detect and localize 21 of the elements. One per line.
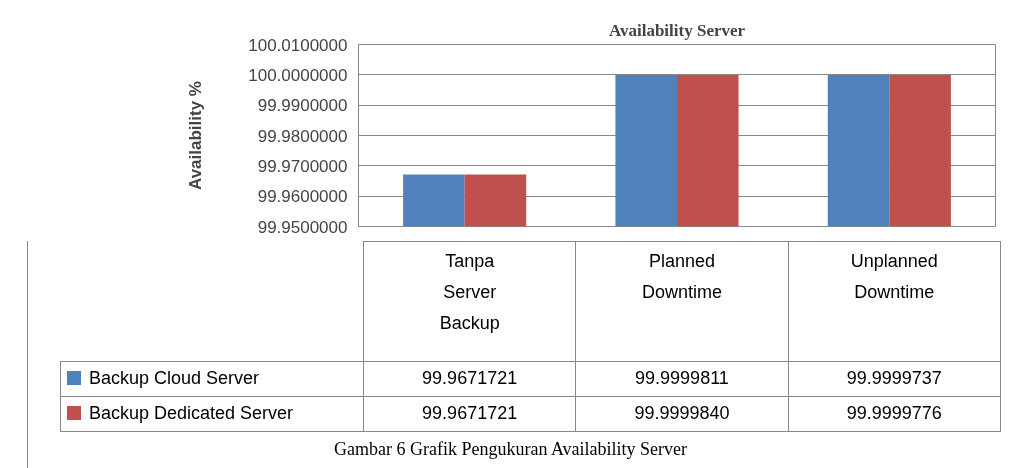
chart-title: Availability Server — [608, 20, 746, 40]
y-tick-label: 99.9800000 — [257, 126, 348, 146]
y-axis-title: Availability % — [186, 81, 206, 190]
y-tick-label: 99.9700000 — [257, 156, 348, 176]
x-tick-label: Unplanned Downtime — [788, 241, 1001, 362]
y-tick-label: 100.0100000 — [248, 35, 348, 55]
data-label: 99.9999811 — [575, 361, 789, 397]
x-tick-label: Tanpa Server Backup — [363, 241, 576, 362]
data-label: 99.9671721 — [363, 361, 576, 397]
y-tick-label: 99.9900000 — [257, 96, 348, 116]
legend-label: Backup Dedicated Server — [60, 396, 364, 432]
data-label: 99.9671721 — [363, 396, 576, 432]
y-tick-label: 99.9600000 — [257, 187, 348, 207]
legend-label: Backup Cloud Server — [60, 361, 364, 397]
data-label: 99.9999737 — [788, 361, 1001, 397]
data-label: 99.9999840 — [575, 396, 789, 432]
y-tick-label: 100.0000000 — [248, 65, 348, 85]
x-tick-label: Planned Downtime — [575, 241, 789, 362]
y-tick-label: 99.9500000 — [257, 217, 348, 237]
text: Gambar 6 Grafik Pengukuran Availability Server — [332, 439, 689, 459]
data-label: 99.9999776 — [788, 396, 1001, 432]
